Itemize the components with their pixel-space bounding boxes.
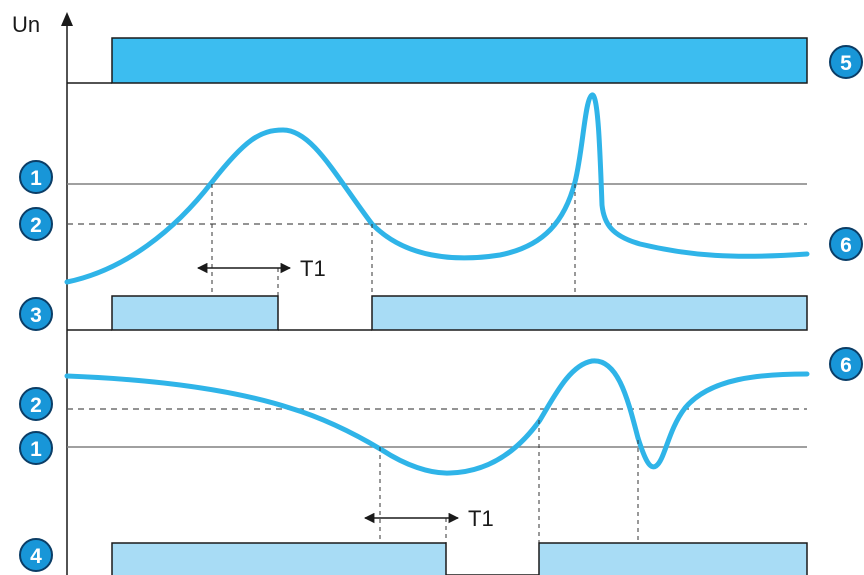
supply-band — [111, 37, 808, 84]
output-3-pulse-2 — [371, 295, 808, 331]
badge-1-lower: 1 — [19, 431, 53, 465]
badge-5: 5 — [829, 45, 863, 79]
timer-t1-lower-label: T1 — [468, 506, 494, 531]
y-axis-label: Un — [12, 12, 40, 37]
timer-t1-upper-label: T1 — [300, 256, 326, 281]
output-4-pulse-2 — [538, 542, 808, 575]
output-4-pulse-1 — [111, 542, 447, 575]
badge-3: 3 — [19, 297, 53, 331]
badge-4: 4 — [19, 538, 53, 572]
svg-text:3: 3 — [30, 304, 42, 327]
svg-text:6: 6 — [840, 354, 852, 377]
badge-2-upper: 2 — [19, 207, 53, 241]
output-3-pulse-1 — [111, 295, 279, 331]
signal-curve-upper — [64, 92, 810, 285]
y-axis-arrow-icon — [61, 12, 73, 26]
svg-text:4: 4 — [30, 545, 42, 568]
badge-6-upper: 6 — [829, 227, 863, 261]
signal-curve-lower — [64, 358, 810, 476]
badge-6-lower: 6 — [829, 347, 863, 381]
svg-text:6: 6 — [840, 234, 852, 257]
badge-2-lower: 2 — [19, 387, 53, 421]
badge-1-upper: 1 — [19, 160, 53, 194]
svg-text:2: 2 — [30, 394, 42, 417]
svg-text:1: 1 — [30, 167, 42, 190]
svg-text:1: 1 — [30, 438, 42, 461]
svg-text:5: 5 — [840, 52, 852, 75]
svg-text:2: 2 — [30, 214, 42, 237]
